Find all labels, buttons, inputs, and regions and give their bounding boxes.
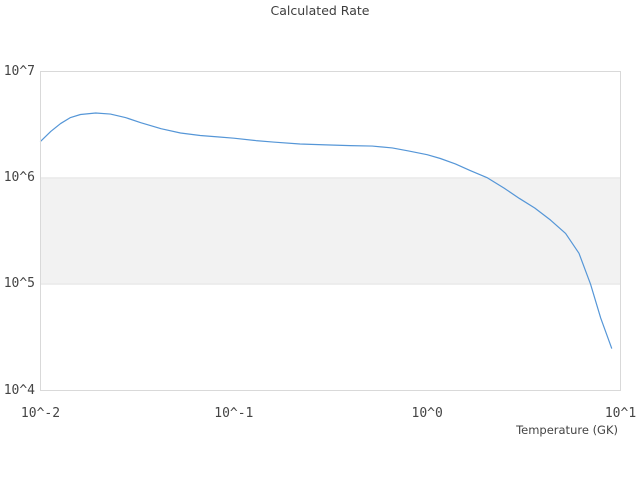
x-tick-label: 10^-2 — [20, 406, 61, 421]
y-tick-label: 10^4 — [3, 382, 35, 398]
shaded-band — [40, 177, 621, 285]
x-tick-label: 10^1 — [604, 406, 637, 421]
rate-curve — [39, 112, 613, 349]
x-axis-label: Temperature (GK) — [516, 423, 618, 437]
y-tick-label: 10^6 — [3, 169, 35, 185]
y-tick-label: 10^5 — [3, 276, 35, 292]
y-tick-label: 10^7 — [3, 63, 35, 79]
plot-border — [40, 71, 621, 391]
x-tick-label: 10^0 — [411, 406, 443, 421]
x-tick-label: 10^-1 — [214, 406, 254, 421]
chart-title: Calculated Rate — [270, 3, 370, 18]
